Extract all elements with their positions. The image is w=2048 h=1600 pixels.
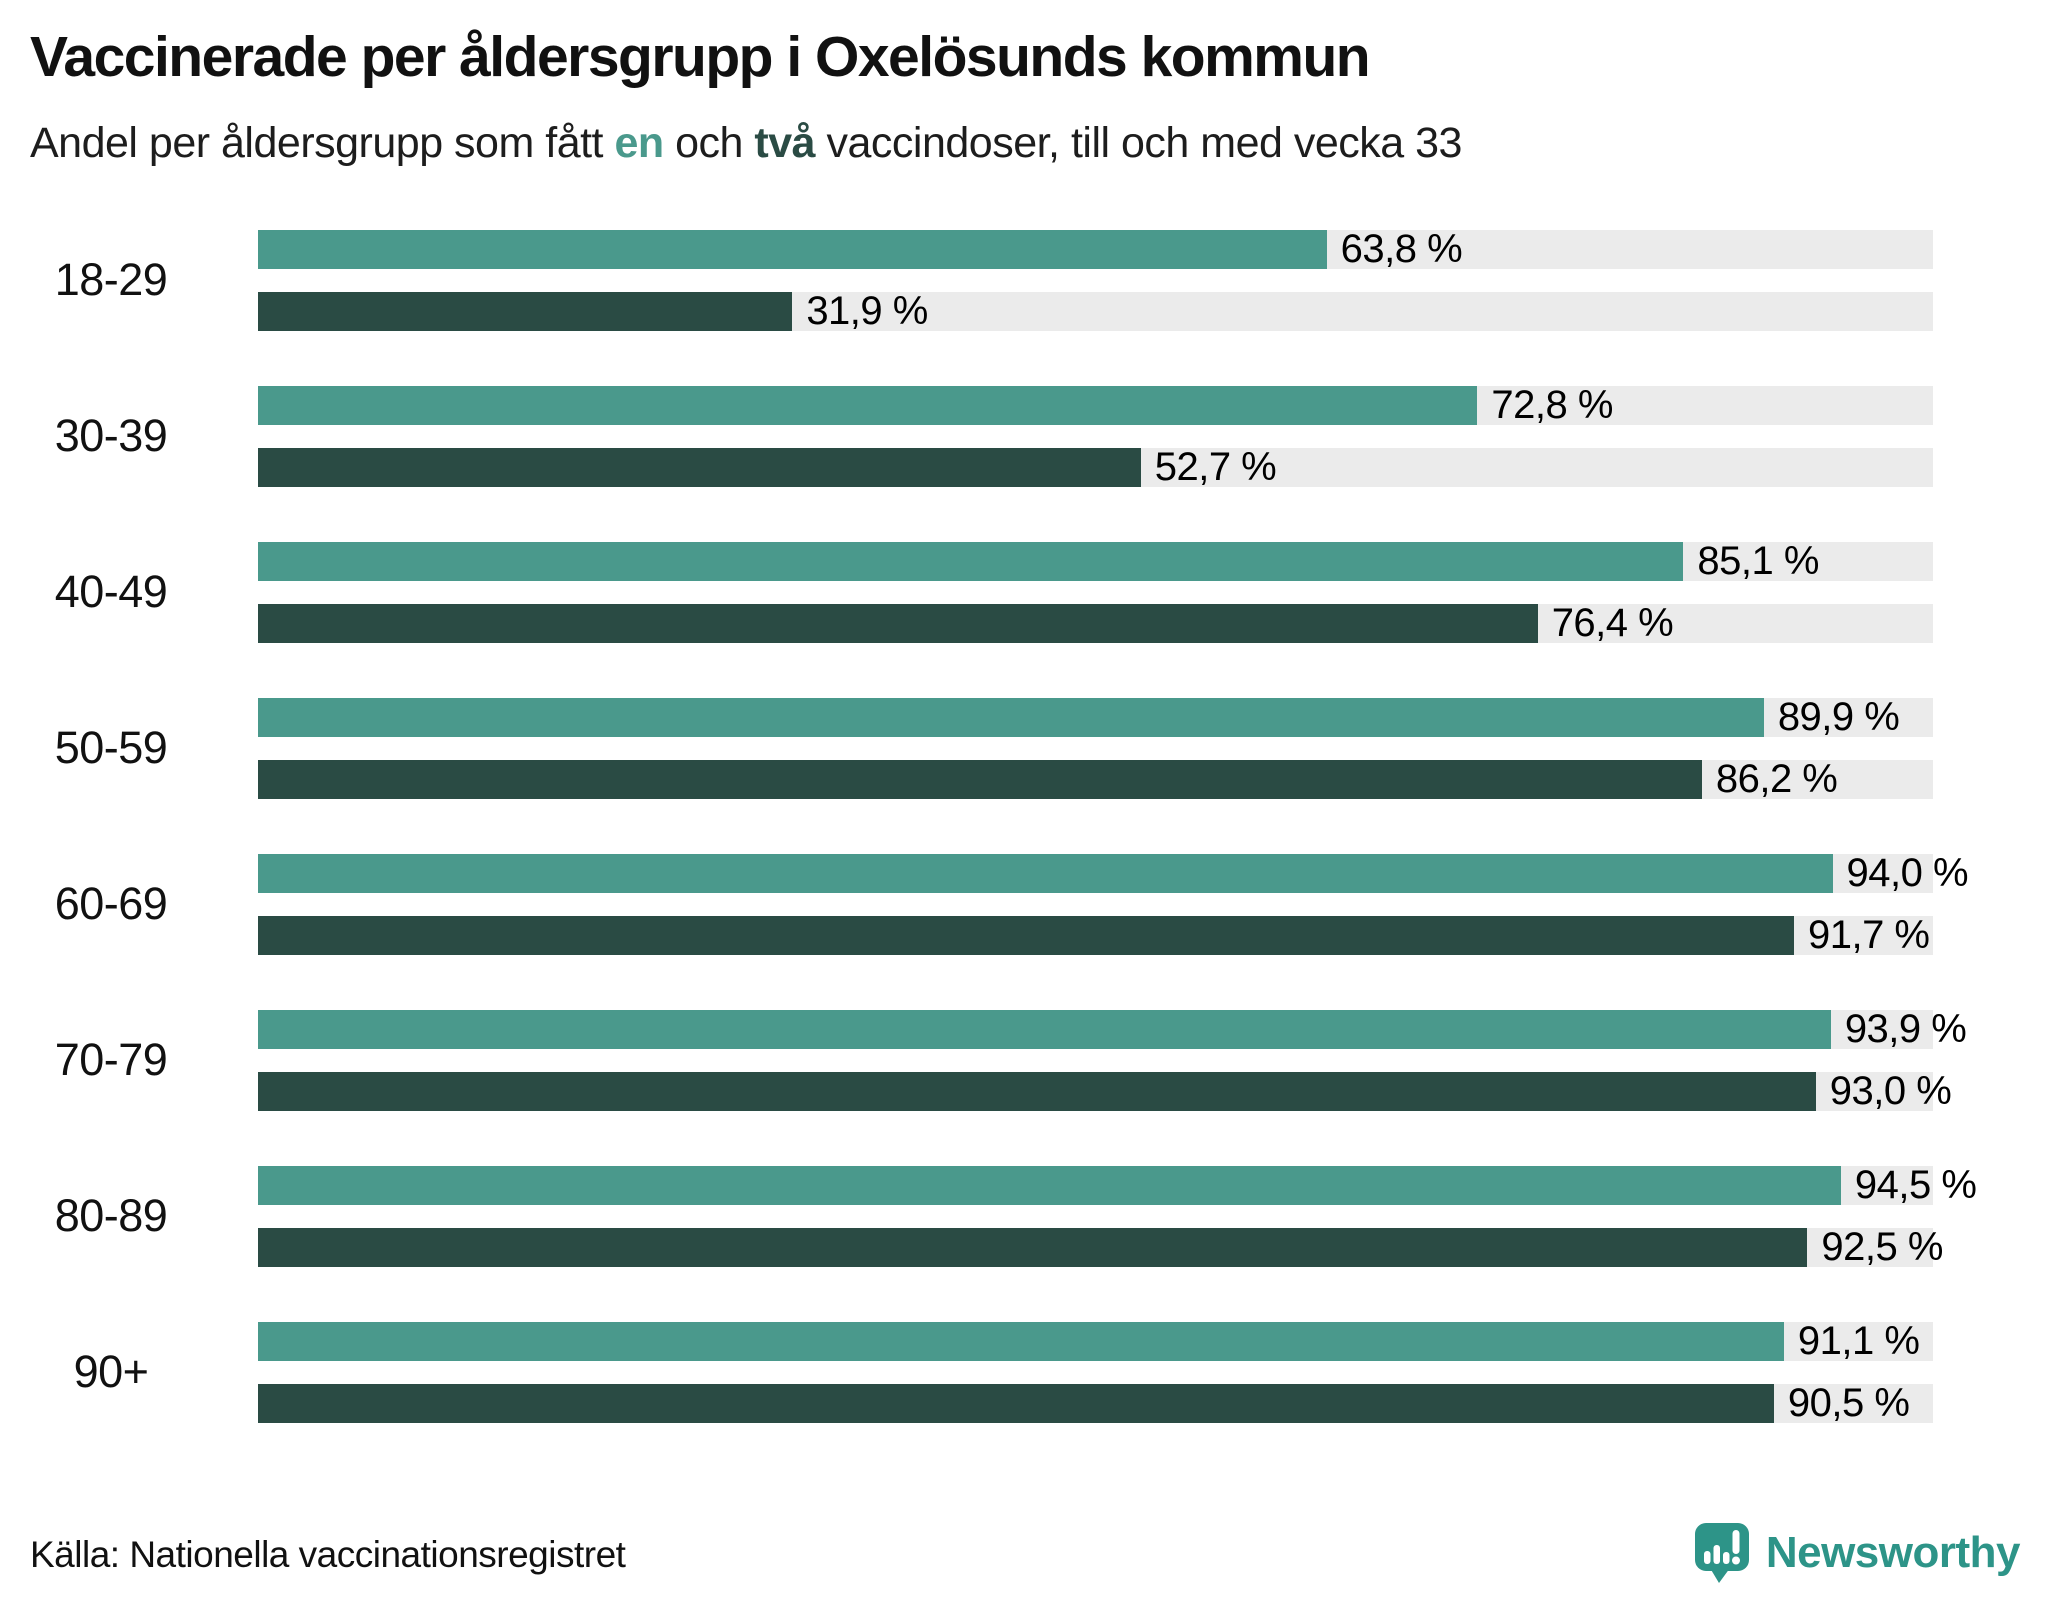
- dose2-bar-track: 92,5 %: [258, 1225, 1943, 1269]
- dose1-bar-track: 63,8 %: [258, 226, 1933, 271]
- dose1-bar-fill: [258, 541, 1684, 581]
- age-group-row: 50-59 89,9 % 86,2 %: [0, 694, 1933, 801]
- age-group-label: 60-69: [54, 878, 168, 930]
- dose2-value-label: 76,4 %: [1551, 600, 1674, 645]
- legend-dose1-word: en: [614, 118, 664, 167]
- bar-pair: 85,1 % 76,4 %: [258, 538, 1933, 645]
- dose1-bar-fill: [258, 385, 1478, 425]
- bar-pair: 63,8 % 31,9 %: [258, 226, 1933, 333]
- subtitle-suffix: vaccindoser, till och med vecka 33: [815, 118, 1462, 167]
- age-group-row: 60-69 94,0 % 91,7 %: [0, 851, 1969, 957]
- subtitle-prefix: Andel per åldersgrupp som fått: [30, 118, 615, 167]
- dose1-bar-track: 91,1 %: [258, 1318, 1933, 1363]
- dose2-value-label: 93,0 %: [1829, 1068, 1952, 1113]
- dose1-bar-fill: [258, 1321, 1784, 1361]
- bar-pair: 93,9 % 93,0 %: [258, 1007, 1967, 1113]
- brand-logo: Newsworthy: [1694, 1522, 2021, 1584]
- age-group-label: 50-59: [54, 722, 168, 774]
- dose1-bar-track: 94,0 %: [258, 851, 1969, 895]
- dose1-bar-fill: [258, 1009, 1831, 1049]
- bar-pair: 72,8 % 52,7 %: [258, 382, 1933, 489]
- dose1-bar-fill: [258, 697, 1764, 737]
- dose1-bar-fill: [258, 229, 1327, 269]
- dose2-value-label: 90,5 %: [1787, 1380, 1910, 1425]
- dose1-bar-track: 72,8 %: [258, 382, 1933, 427]
- chart-title: Vaccinerade per åldersgrupp i Oxelösunds…: [30, 25, 1371, 89]
- bar-chart: 18-29 63,8 % 31,9 % 30-39 72,8 %: [0, 226, 2048, 1425]
- dose1-value-label: 94,5 %: [1854, 1162, 1977, 1207]
- dose1-bar-fill: [258, 853, 1833, 893]
- age-group-row: 80-89 94,5 % 92,5 %: [0, 1163, 1977, 1269]
- dose1-bar-fill: [258, 1165, 1841, 1205]
- brand-wordmark: Newsworthy: [1765, 1528, 2021, 1577]
- dose1-value-label: 91,1 %: [1797, 1318, 1920, 1363]
- newsworthy-icon: [1694, 1523, 1749, 1583]
- legend-dose2-word: två: [754, 118, 816, 167]
- age-group-row: 70-79 93,9 % 93,0 %: [0, 1007, 1967, 1113]
- age-group-row: 90+ 91,1 % 90,5 %: [0, 1318, 1933, 1425]
- dose2-bar-track: 93,0 %: [258, 1069, 1952, 1113]
- dose2-bar-track: 86,2 %: [258, 756, 1933, 801]
- dose1-value-label: 85,1 %: [1697, 538, 1819, 583]
- bar-pair: 89,9 % 86,2 %: [258, 694, 1933, 801]
- age-group-label: 30-39: [54, 410, 168, 462]
- dose1-bar-track: 85,1 %: [258, 538, 1933, 583]
- age-group-label: 70-79: [54, 1034, 168, 1086]
- dose2-value-label: 86,2 %: [1715, 756, 1838, 801]
- bar-pair: 91,1 % 90,5 %: [258, 1318, 1933, 1425]
- bar-pair: 94,5 % 92,5 %: [258, 1163, 1977, 1269]
- dose1-bar-track: 93,9 %: [258, 1007, 1967, 1051]
- dose2-bar-fill: [258, 1227, 1808, 1267]
- dose2-bar-track: 90,5 %: [258, 1380, 1933, 1425]
- dose2-bar-fill: [258, 759, 1702, 799]
- dose1-bar-track: 89,9 %: [258, 694, 1933, 739]
- dose2-bar-track: 52,7 %: [258, 444, 1933, 489]
- age-group-label: 18-29: [54, 254, 168, 306]
- age-group-label: 40-49: [54, 566, 168, 618]
- dose1-bar-track: 94,5 %: [258, 1163, 1977, 1207]
- dose2-bar-fill: [258, 447, 1141, 487]
- dose2-value-label: 31,9 %: [806, 288, 928, 333]
- dose2-bar-fill: [258, 1383, 1774, 1423]
- dose2-bar-fill: [258, 291, 793, 331]
- age-group-label: 80-89: [54, 1190, 168, 1242]
- age-group-row: 30-39 72,8 % 52,7 %: [0, 382, 1933, 489]
- dose1-value-label: 63,8 %: [1340, 226, 1463, 271]
- dose2-bar-track: 91,7 %: [258, 912, 1933, 957]
- age-group-row: 40-49 85,1 % 76,4 %: [0, 538, 1933, 645]
- dose2-bar-track: 76,4 %: [258, 600, 1933, 645]
- bar-pair: 94,0 % 91,7 %: [258, 851, 1969, 957]
- dose1-value-label: 72,8 %: [1491, 382, 1613, 427]
- age-group-row: 18-29 63,8 % 31,9 %: [0, 226, 1933, 333]
- chart-subtitle: Andel per åldersgrupp som fått en och tv…: [30, 119, 2018, 168]
- dose2-bar-fill: [258, 1071, 1816, 1111]
- dose2-value-label: 91,7 %: [1807, 912, 1930, 957]
- dose1-value-label: 94,0 %: [1846, 850, 1969, 895]
- dose2-bar-track: 31,9 %: [258, 288, 1933, 333]
- source-note: Källa: Nationella vaccinationsregistret: [30, 1534, 626, 1575]
- dose2-value-label: 92,5 %: [1821, 1224, 1943, 1269]
- dose2-bar-fill: [258, 915, 1794, 955]
- dose1-value-label: 89,9 %: [1777, 694, 1900, 739]
- dose2-value-label: 52,7 %: [1154, 444, 1277, 489]
- age-group-label: 90+: [73, 1346, 149, 1398]
- dose2-bar-fill: [258, 603, 1538, 643]
- subtitle-middle: och: [663, 118, 755, 167]
- dose1-value-label: 93,9 %: [1844, 1006, 1967, 1051]
